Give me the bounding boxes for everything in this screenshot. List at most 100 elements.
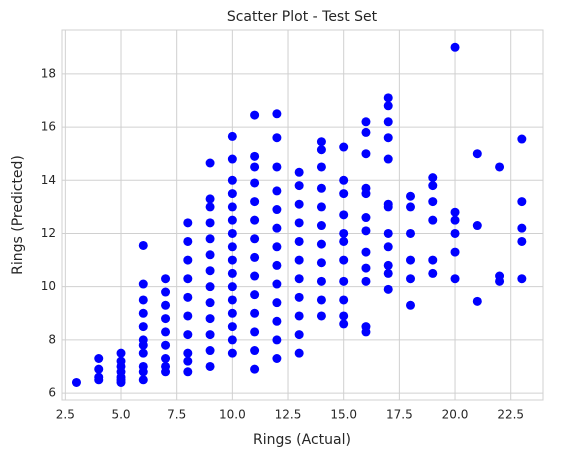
point — [294, 348, 304, 358]
point — [183, 367, 193, 377]
point — [517, 236, 527, 246]
point — [316, 183, 326, 193]
point — [316, 239, 326, 249]
point — [272, 223, 282, 233]
point — [450, 228, 460, 238]
y-tick-label: 6 — [48, 386, 56, 400]
point — [272, 298, 282, 308]
point — [383, 93, 393, 103]
x-tick-label: 10.0 — [219, 408, 246, 422]
point — [183, 356, 193, 366]
point — [250, 364, 260, 374]
point — [138, 279, 148, 289]
y-tick-label: 18 — [41, 66, 56, 80]
point — [361, 213, 371, 223]
point — [205, 298, 215, 308]
point — [472, 221, 482, 231]
point — [183, 348, 193, 358]
point — [361, 263, 371, 273]
x-tick-label: 17.5 — [386, 408, 413, 422]
point — [339, 236, 349, 246]
point — [161, 340, 171, 350]
point — [361, 322, 371, 332]
point — [517, 134, 527, 144]
point — [205, 158, 215, 168]
point — [183, 255, 193, 265]
x-tick-label: 15.0 — [330, 408, 357, 422]
point — [227, 154, 237, 164]
point — [250, 252, 260, 262]
point — [517, 197, 527, 207]
point — [294, 330, 304, 340]
point — [250, 110, 260, 120]
point — [450, 42, 460, 52]
plot-frame — [61, 29, 544, 401]
point — [294, 255, 304, 265]
point — [161, 274, 171, 284]
point — [183, 218, 193, 228]
x-tick-label: 5.0 — [111, 408, 130, 422]
point — [272, 109, 282, 119]
x-tick-label: 7.5 — [167, 408, 186, 422]
point — [250, 290, 260, 300]
points — [71, 42, 527, 387]
point — [428, 215, 438, 225]
point — [227, 189, 237, 199]
point — [183, 330, 193, 340]
point — [339, 255, 349, 265]
point — [250, 162, 260, 172]
point — [316, 221, 326, 231]
point — [161, 354, 171, 364]
point — [205, 314, 215, 324]
point — [383, 133, 393, 143]
point — [361, 276, 371, 286]
chart-title: Scatter Plot - Test Set — [227, 9, 378, 25]
point — [450, 247, 460, 257]
point — [227, 131, 237, 141]
point — [227, 255, 237, 265]
point — [450, 215, 460, 225]
point — [227, 215, 237, 225]
point — [450, 207, 460, 217]
point — [227, 322, 237, 332]
point — [116, 348, 126, 358]
point — [383, 199, 393, 209]
point — [472, 296, 482, 306]
point — [406, 300, 416, 310]
point — [406, 255, 416, 265]
point — [138, 240, 148, 250]
point — [272, 242, 282, 252]
point — [138, 367, 148, 377]
point — [495, 271, 505, 281]
point — [138, 375, 148, 385]
point — [227, 295, 237, 305]
point — [138, 348, 148, 358]
point — [272, 354, 282, 364]
point — [361, 127, 371, 137]
y-tick-label: 14 — [41, 173, 56, 187]
point — [138, 340, 148, 350]
point — [227, 335, 237, 345]
point — [71, 377, 81, 387]
point — [205, 346, 215, 356]
point — [316, 202, 326, 212]
point — [205, 194, 215, 204]
point — [116, 356, 126, 366]
point — [406, 228, 416, 238]
point — [161, 314, 171, 324]
point — [250, 346, 260, 356]
point — [316, 137, 326, 147]
point — [272, 335, 282, 345]
point — [294, 311, 304, 321]
point — [450, 274, 460, 284]
point — [316, 162, 326, 172]
point — [205, 266, 215, 276]
point — [339, 189, 349, 199]
point — [250, 215, 260, 225]
y-tick-label: 12 — [41, 226, 56, 240]
point — [161, 327, 171, 337]
point — [339, 295, 349, 305]
point — [406, 191, 416, 201]
point — [383, 117, 393, 127]
point — [294, 274, 304, 284]
